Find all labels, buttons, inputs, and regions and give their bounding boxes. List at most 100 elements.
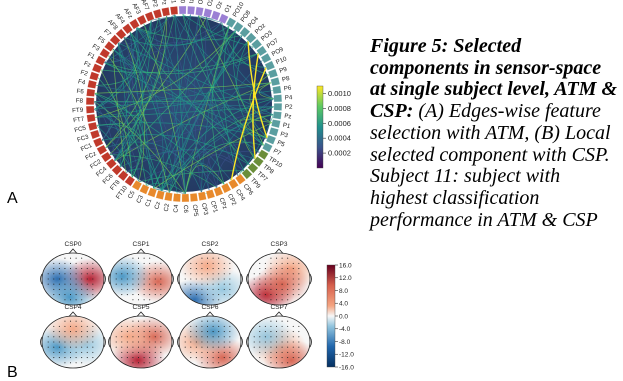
connectivity-colorbar: 0.0002 0.0004 0.0006 0.0008 0.0010 (316, 85, 351, 169)
right-ear-outline (171, 336, 174, 348)
csp-colorbar-tick-label: 12.0 (339, 275, 352, 282)
connectivity-edge (125, 150, 245, 173)
channel-node (265, 134, 277, 145)
channel-label: FC1 (80, 142, 94, 153)
connectivity-edge (112, 48, 127, 173)
channel-label: F6 (76, 88, 85, 96)
figure-caption: Figure 5: Selected components in sensor-… (370, 35, 618, 231)
channel-node (187, 5, 196, 15)
channel-node (172, 193, 181, 203)
connectivity-edge (151, 16, 215, 21)
channel-label: P7 (272, 148, 282, 158)
channel-node (89, 129, 101, 140)
channel-node (152, 8, 163, 19)
left-ear-outline (108, 336, 111, 348)
channel-node (95, 55, 106, 66)
channel-label: AF3 (130, 2, 142, 16)
connectivity-edge (119, 20, 152, 168)
connectivity-edge (96, 124, 143, 178)
channel-label: CP1 (209, 200, 219, 214)
channel-label: P9 (278, 66, 288, 75)
csp-colorbar-tick-label: -8.0 (339, 339, 351, 346)
colorbar-tick-label: 0.0006 (328, 119, 351, 128)
connectivity-edge (185, 141, 264, 195)
channel-label: CP5 (191, 204, 199, 217)
csp-map-title: CSP7 (271, 304, 288, 311)
connectivity-edge (158, 17, 186, 195)
channel-node (155, 190, 165, 200)
connectivity-edge (194, 15, 202, 193)
channel-node (161, 7, 171, 17)
channel-label: O9 (197, 0, 205, 5)
connectivity-edge (153, 122, 273, 190)
connectivity-edge (94, 93, 133, 178)
right-ear-outline (309, 336, 312, 348)
channel-label: C5 (127, 189, 137, 200)
connectivity-edge (109, 36, 133, 155)
connectivity-edge (136, 27, 154, 189)
head-outline (41, 315, 105, 369)
nose-outline (205, 248, 215, 254)
channel-node (86, 88, 96, 97)
channel-label: P6 (283, 84, 292, 92)
right-ear-outline (103, 273, 106, 285)
nose-outline (68, 248, 78, 254)
connectivity-edge (206, 16, 237, 41)
head-outline (109, 315, 173, 369)
csp-map-title: CSP0 (65, 241, 82, 248)
channel-node (245, 32, 257, 44)
channel-label: P4 (285, 94, 294, 101)
connectivity-edge (136, 23, 153, 48)
channel-label: Iz (188, 0, 195, 4)
channel-node (203, 8, 213, 18)
channel-node (181, 193, 190, 203)
channel-label: FP2 (149, 0, 159, 9)
channel-label: F2 (80, 69, 89, 78)
channel-node (225, 17, 237, 29)
channel-node (232, 21, 244, 33)
connectivity-colorbar-ramp (316, 85, 324, 169)
channel-node (111, 164, 123, 176)
head-outline (247, 252, 311, 306)
channel-node (195, 6, 204, 17)
nose-outline (205, 311, 215, 317)
channel-label: C3 (135, 194, 145, 205)
connectivity-edge (174, 14, 251, 166)
csp-map-title: CSP3 (271, 241, 288, 248)
connectivity-edge (104, 52, 259, 74)
nose-outline (136, 311, 146, 317)
channel-node (105, 158, 117, 170)
channel-label: Cz (153, 201, 162, 210)
channel-node (262, 142, 273, 153)
channel-label: FPz (159, 0, 168, 6)
connectivity-edge (119, 148, 256, 168)
connectivity-edge (236, 40, 265, 146)
channel-label: P3 (279, 131, 289, 140)
connectivity-edge (95, 84, 274, 116)
channel-label: F7 (102, 28, 112, 38)
channel-node (189, 192, 199, 202)
channel-ring (85, 5, 283, 203)
connectivity-edge (249, 74, 273, 124)
connectivity-edge (206, 154, 245, 191)
channel-node (251, 38, 263, 50)
caption-body: (A) Edges-wise feature selection with AT… (370, 100, 611, 231)
csp-map-title: CSP6 (202, 304, 219, 311)
channel-label: F3 (91, 43, 101, 53)
channel-node (220, 182, 232, 194)
panel-b-label: B (7, 364, 18, 381)
head-outline (247, 315, 311, 369)
channel-node (271, 119, 281, 129)
channel-label: Fz (83, 60, 92, 69)
channel-label: O2 (206, 0, 215, 7)
strong-edge (252, 53, 260, 160)
channel-label: C1 (144, 197, 153, 207)
channel-node (260, 52, 272, 64)
channel-node (218, 13, 229, 25)
channel-label: C4 (173, 204, 181, 213)
connectivity-edge (123, 36, 186, 195)
left-ear-outline (177, 273, 180, 285)
csp-topomap: CSP1 (108, 241, 174, 306)
channel-node (131, 179, 143, 191)
channel-label: FP1 (169, 0, 177, 4)
